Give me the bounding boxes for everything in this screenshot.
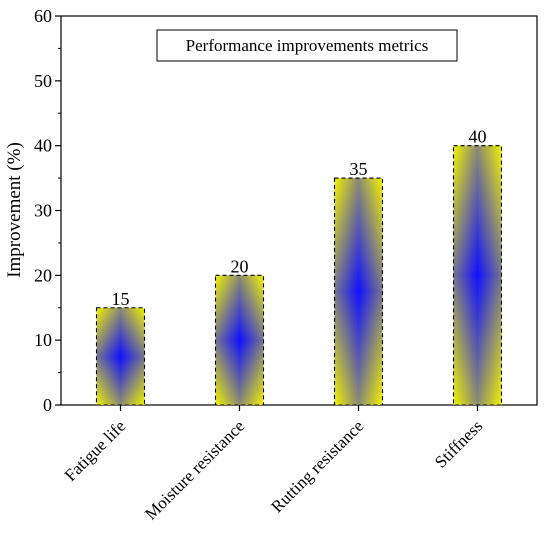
bar-outline <box>214 274 265 406</box>
x-tick-label: Fatigue life <box>61 416 130 485</box>
bar-1 <box>95 307 146 406</box>
y-tick-label: 0 <box>43 395 52 415</box>
chart-title-box: Performance improvements metrics <box>156 29 458 62</box>
y-tick-label: 40 <box>34 136 52 156</box>
chart-title: Performance improvements metrics <box>186 36 429 55</box>
bar-2 <box>214 274 265 406</box>
bar-outline <box>333 177 384 406</box>
y-axis: 0 10 20 30 40 50 60 <box>34 6 61 415</box>
x-tick-label: Moisture resistance <box>141 416 248 523</box>
x-axis: Fatigue life Moisture resistance Rutting r… <box>61 405 486 524</box>
bar-fill-vertical <box>96 307 145 405</box>
y-tick-label: 30 <box>34 201 52 221</box>
bar-3 <box>333 177 384 406</box>
y-tick-label: 50 <box>34 71 52 91</box>
bar-value-label: 20 <box>231 256 249 276</box>
bar-4 <box>452 145 503 406</box>
bar-fill-vertical <box>334 178 383 405</box>
bar-fill-vertical <box>215 275 264 405</box>
bar-value-label: 15 <box>112 289 130 309</box>
y-tick-label: 10 <box>34 330 52 350</box>
x-tick-label: Stiffness <box>431 416 486 471</box>
bars: 15 20 35 40 <box>95 127 503 406</box>
y-tick-label: 20 <box>34 265 52 285</box>
y-tick-label: 60 <box>34 6 52 26</box>
bar-value-label: 40 <box>469 127 487 147</box>
chart-title-frame <box>156 29 458 62</box>
bar-fill-vertical <box>453 145 502 405</box>
y-axis-title: Improvement (%) <box>4 142 25 278</box>
bar-value-label: 35 <box>350 159 368 179</box>
x-tick-label: Rutting resistance <box>267 416 367 516</box>
